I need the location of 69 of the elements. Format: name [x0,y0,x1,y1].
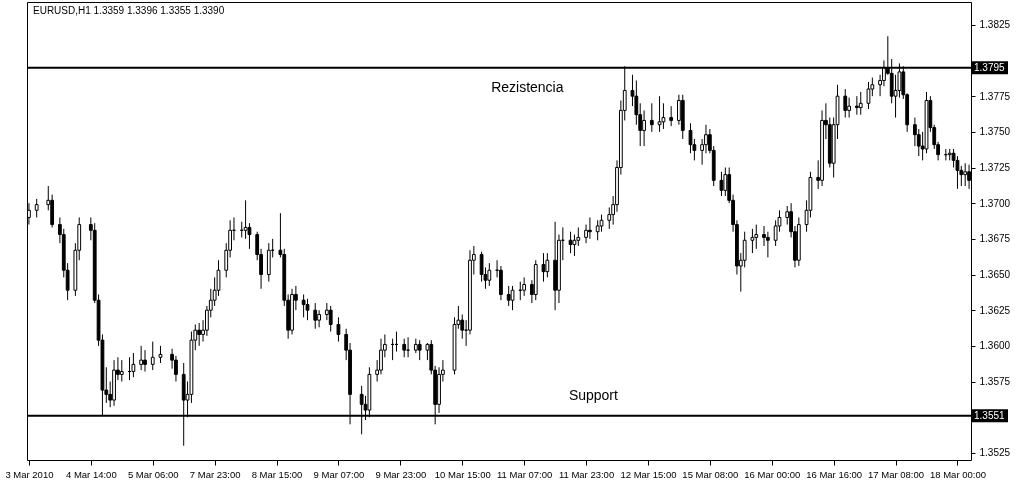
candlestick [742,231,747,268]
x-tick-label: 9 Mar 07:00 [313,468,365,480]
y-tick-label: 1.3750 [979,126,1011,138]
x-tick-label: 7 Mar 23:00 [189,468,241,480]
candlestick [843,88,848,119]
candlestick [522,276,527,297]
candlestick [858,91,863,116]
chart-title: EURUSD,H1 1.3359 1.3396 1.3355 1.3390 [33,5,225,16]
candlestick [750,228,755,254]
ref-line-label: 1.3795 [974,61,1006,73]
x-tick-label: 16 Mar 00:00 [744,468,801,480]
candlestick [143,349,147,373]
y-tick-label: 1.3600 [979,340,1011,352]
x-tick-label: 11 Mar 23:00 [558,468,615,480]
candlestick [541,252,546,283]
candlestick [572,234,577,257]
candlestick [34,198,39,218]
y-tick-label: 1.3675 [979,233,1011,245]
candlestick [487,262,492,287]
candlestick [866,81,871,110]
x-tick-label: 11 Mar 07:00 [497,468,553,480]
candlestick [719,171,724,197]
candlestick [301,293,306,318]
candlestick [963,162,968,187]
candlestick [545,252,550,278]
candlestick [847,97,852,119]
candlestick [588,216,592,240]
candlestick [313,302,318,330]
candlestick [305,298,310,321]
x-tick-label: 3 Mar 2010 [5,468,54,480]
candlestick [336,316,341,343]
x-tick-label: 8 Mar 15:00 [251,468,303,480]
x-tick-label: 12 Mar 15:00 [620,468,677,480]
y-tick-label: 1.3650 [979,269,1011,281]
candlestick [402,338,407,358]
candlestick [595,219,600,241]
y-tick-label: 1.3775 [979,90,1011,102]
y-tick-label: 1.3525 [979,447,1011,459]
x-tick-label: 5 Mar 06:00 [127,468,179,480]
x-tick-label: 10 Mar 15:00 [434,468,491,480]
x-tick-label: 18 Mar 00:00 [929,468,986,480]
y-tick-label: 1.3625 [979,304,1011,316]
candlestick [754,224,759,250]
candlestick [150,341,155,371]
x-tick-label: 17 Mar 08:00 [868,468,925,480]
candlestick [723,167,728,197]
x-tick-label: 15 Mar 08:00 [682,468,739,480]
y-tick-label: 1.3725 [979,162,1011,174]
candlestick [642,109,646,147]
candlestick [139,345,144,371]
candlestick [669,105,674,127]
x-tick-label: 16 Mar 16:00 [806,468,863,480]
y-tick-label: 1.3825 [979,19,1011,31]
candlestick [197,322,202,347]
y-tick-label: 1.3700 [979,197,1011,209]
annotation: Rezistencia [491,78,564,95]
ref-line-label: 1.3551 [974,409,1006,421]
candlestick [131,352,136,378]
x-tick-label: 9 Mar 23:00 [375,468,427,480]
x-tick-label: 4 Mar 14:00 [65,468,117,480]
candlestick [657,95,662,133]
candlestick [119,359,124,383]
candlestick [317,309,321,328]
candlestick [649,102,654,133]
candlestick [510,285,515,311]
candlestick [328,305,333,333]
y-tick-label: 1.3575 [979,376,1011,388]
candlestick [854,95,859,116]
annotation: Support [568,386,619,403]
